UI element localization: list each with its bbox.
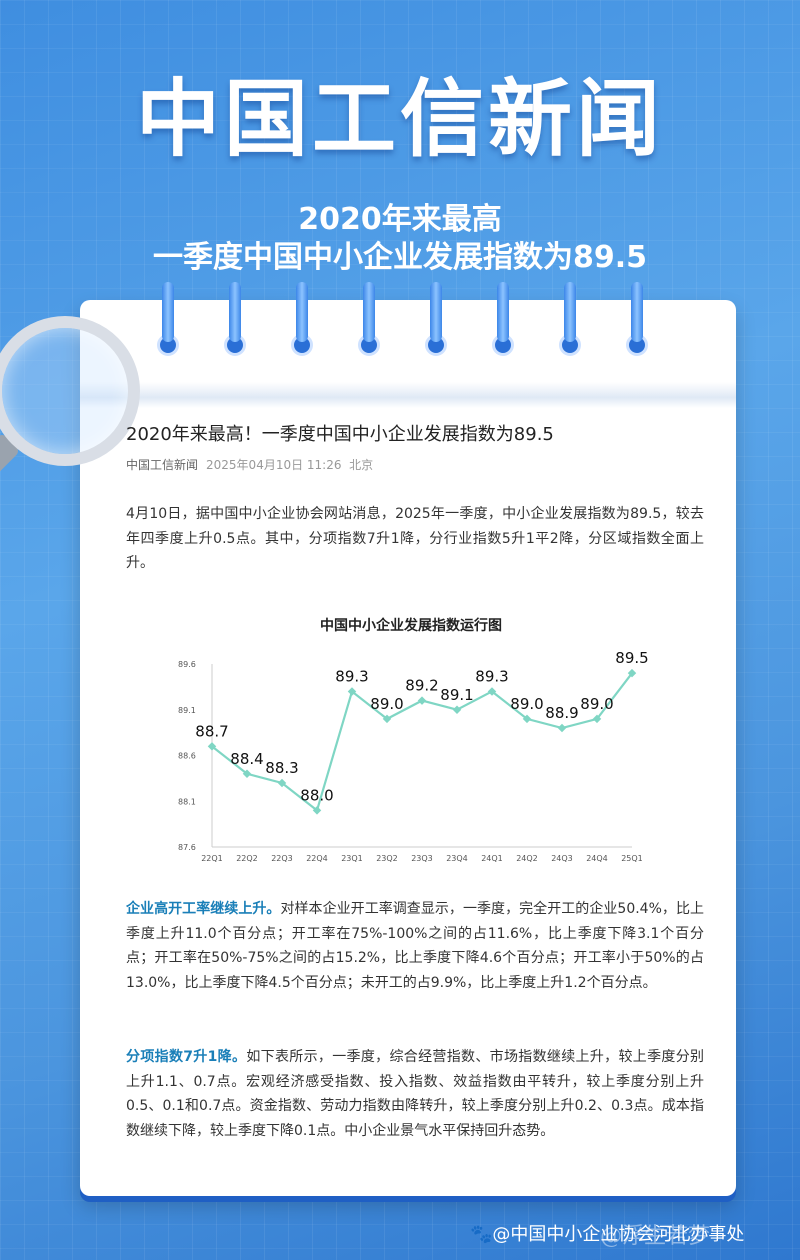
- y-tick-label: 88.6: [178, 752, 196, 761]
- x-tick-label: 24Q2: [516, 854, 538, 863]
- paragraph-intro: 4月10日，据中国中小企业协会网站消息，2025年一季度，中小企业发展指数为89…: [126, 506, 704, 571]
- y-tick-label: 89.6: [178, 660, 196, 669]
- data-point: [207, 742, 217, 751]
- data-label: 89.0: [510, 695, 543, 713]
- subtitle-line2: 一季度中国中小企业发展指数为89.5: [152, 240, 648, 275]
- data-label: 88.9: [545, 704, 578, 722]
- data-label: 89.2: [405, 677, 438, 695]
- data-label: 89.3: [475, 667, 508, 685]
- watermark-text: @中国中小企业协会河北办事处: [492, 1224, 745, 1245]
- data-label: 89.3: [335, 667, 368, 685]
- data-label: 89.0: [580, 695, 613, 713]
- brand-title: 中国工信新闻: [135, 70, 664, 168]
- x-tick-label: 24Q3: [551, 854, 573, 863]
- binder-ring-icon: [626, 282, 648, 358]
- paragraph-body: 如下表所示，一季度，综合经营指数、市场指数继续上升，较上季度分别上升1.1、0.…: [126, 1049, 705, 1139]
- watermark-overlay: @浮生若梦: [600, 1224, 711, 1249]
- y-tick-label: 87.6: [178, 843, 196, 852]
- article-source[interactable]: 中国工信新闻: [126, 458, 199, 472]
- data-label: 89.1: [440, 686, 473, 704]
- data-point: [382, 714, 392, 724]
- x-tick-label: 22Q2: [236, 854, 258, 863]
- x-tick-label: 23Q2: [376, 854, 398, 863]
- x-tick-label: 24Q4: [586, 854, 608, 863]
- x-tick-label: 22Q4: [306, 854, 328, 863]
- binder-ring-icon: [559, 282, 581, 358]
- article-location: 北京: [349, 458, 374, 472]
- data-point: [557, 723, 567, 733]
- data-label: 88.7: [195, 722, 228, 740]
- y-tick-label: 89.1: [178, 706, 196, 715]
- x-tick-label: 22Q1: [201, 854, 223, 863]
- data-point: [347, 687, 357, 696]
- data-point: [487, 687, 497, 696]
- binder-ring-icon: [157, 282, 179, 358]
- x-tick-label: 23Q4: [446, 854, 468, 863]
- binder-ring-icon: [224, 282, 246, 358]
- line-chart: 中国中小企业发展指数运行图 87.6 88.1 88.6 89.1 89.6 22Q1 22Q…: [172, 600, 650, 872]
- data-point: [452, 705, 462, 714]
- paragraph-operating-rate: 企业高开工率继续上升。对样本企业开工率调查显示，一季度，完全开工的企业50.4%…: [126, 897, 704, 995]
- data-label: 88.0: [300, 786, 333, 804]
- article-title: 2020年来最高！一季度中国中小企业发展指数为89.5: [126, 424, 554, 445]
- binder-ring-icon: [492, 282, 514, 358]
- subtitle-line1: 2020年来最高: [298, 202, 502, 237]
- binder-ring-icon: [291, 282, 313, 358]
- y-tick-label: 88.1: [178, 797, 196, 806]
- data-label: 88.4: [230, 750, 263, 768]
- paragraph-body: 对样本企业开工率调查显示，一季度，完全开工的企业50.4%，比上季度上升11.0…: [126, 901, 705, 991]
- data-label: 88.3: [265, 759, 298, 777]
- x-tick-label: 23Q1: [341, 854, 363, 863]
- data-point: [277, 778, 287, 788]
- data-point: [417, 696, 427, 705]
- paragraph-subindices: 分项指数7升1降。如下表所示，一季度，综合经营指数、市场指数继续上升，较上季度分…: [126, 1045, 704, 1143]
- data-label: 89.5: [615, 649, 648, 667]
- x-tick-label: 23Q3: [411, 854, 433, 863]
- chart-title: 中国中小企业发展指数运行图: [320, 617, 502, 634]
- binder-ring-icon: [358, 282, 380, 358]
- data-point: [242, 769, 252, 779]
- x-tick-label: 22Q3: [271, 854, 293, 863]
- paragraph-lead: 企业高开工率继续上升。: [126, 901, 281, 917]
- watermark: 🐾@中国中小企业协会河北办事处: [470, 1220, 744, 1246]
- data-point: [312, 806, 322, 815]
- data-label: 89.0: [370, 695, 403, 713]
- article-datetime: 2025年04月10日 11:26: [206, 458, 342, 472]
- x-tick-label: 25Q1: [621, 854, 643, 863]
- paw-icon: 🐾: [470, 1224, 493, 1245]
- binder-ring-icon: [425, 282, 447, 358]
- article-meta: 中国工信新闻 2025年04月10日 11:26 北京: [126, 456, 373, 473]
- paragraph-lead: 分项指数7升1降。: [126, 1049, 247, 1065]
- x-tick-label: 24Q1: [481, 854, 503, 863]
- paper-tear-strip: [80, 382, 736, 408]
